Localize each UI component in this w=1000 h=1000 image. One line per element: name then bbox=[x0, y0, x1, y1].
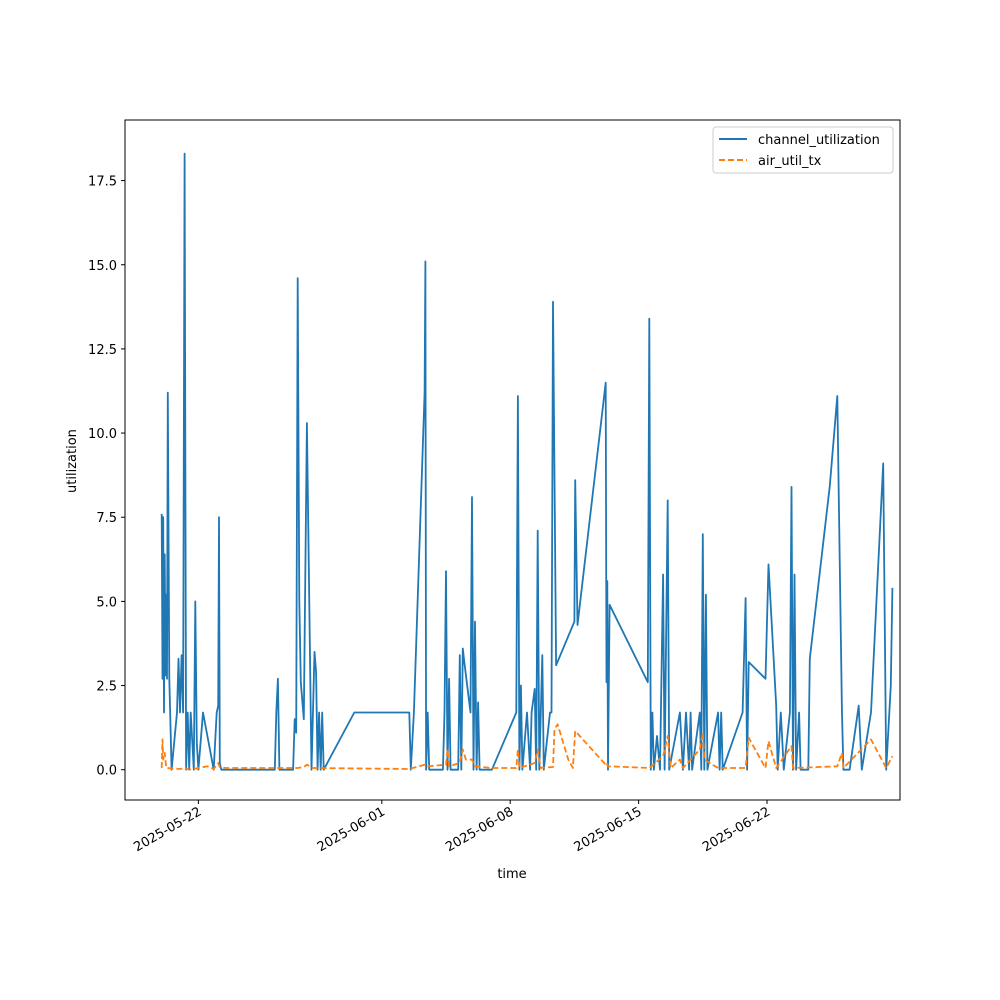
plot-area bbox=[124, 119, 901, 801]
y-tick-label: 17.5 bbox=[88, 175, 117, 190]
x-axis-label: time bbox=[497, 867, 526, 882]
y-tick-label: 0.0 bbox=[96, 764, 117, 779]
legend-label-channel-utilization: channel_utilization bbox=[758, 133, 880, 148]
legend-box bbox=[712, 126, 894, 174]
y-tick-label: 15.0 bbox=[88, 259, 117, 274]
y-tick-label: 7.5 bbox=[96, 511, 117, 526]
y-tick-label: 12.5 bbox=[88, 343, 117, 358]
y-tick-label: 2.5 bbox=[96, 680, 117, 695]
axes-frame bbox=[124, 119, 901, 801]
series-layer bbox=[160, 152, 894, 771]
series-line-air-util-tx bbox=[160, 723, 894, 771]
legend-label-air-util-tx: air_util_tx bbox=[758, 154, 822, 169]
y-tick-label: 10.0 bbox=[88, 427, 117, 442]
y-axis: 0.0 2.5 5.0 7.5 10.0 12.5 15.0 17.5 bbox=[88, 175, 125, 779]
legend: channel_utilization air_util_tx bbox=[712, 126, 894, 174]
series-line-channel-utilization bbox=[160, 152, 894, 771]
y-axis-label: utilization bbox=[65, 429, 80, 493]
y-tick-label: 5.0 bbox=[96, 595, 117, 610]
